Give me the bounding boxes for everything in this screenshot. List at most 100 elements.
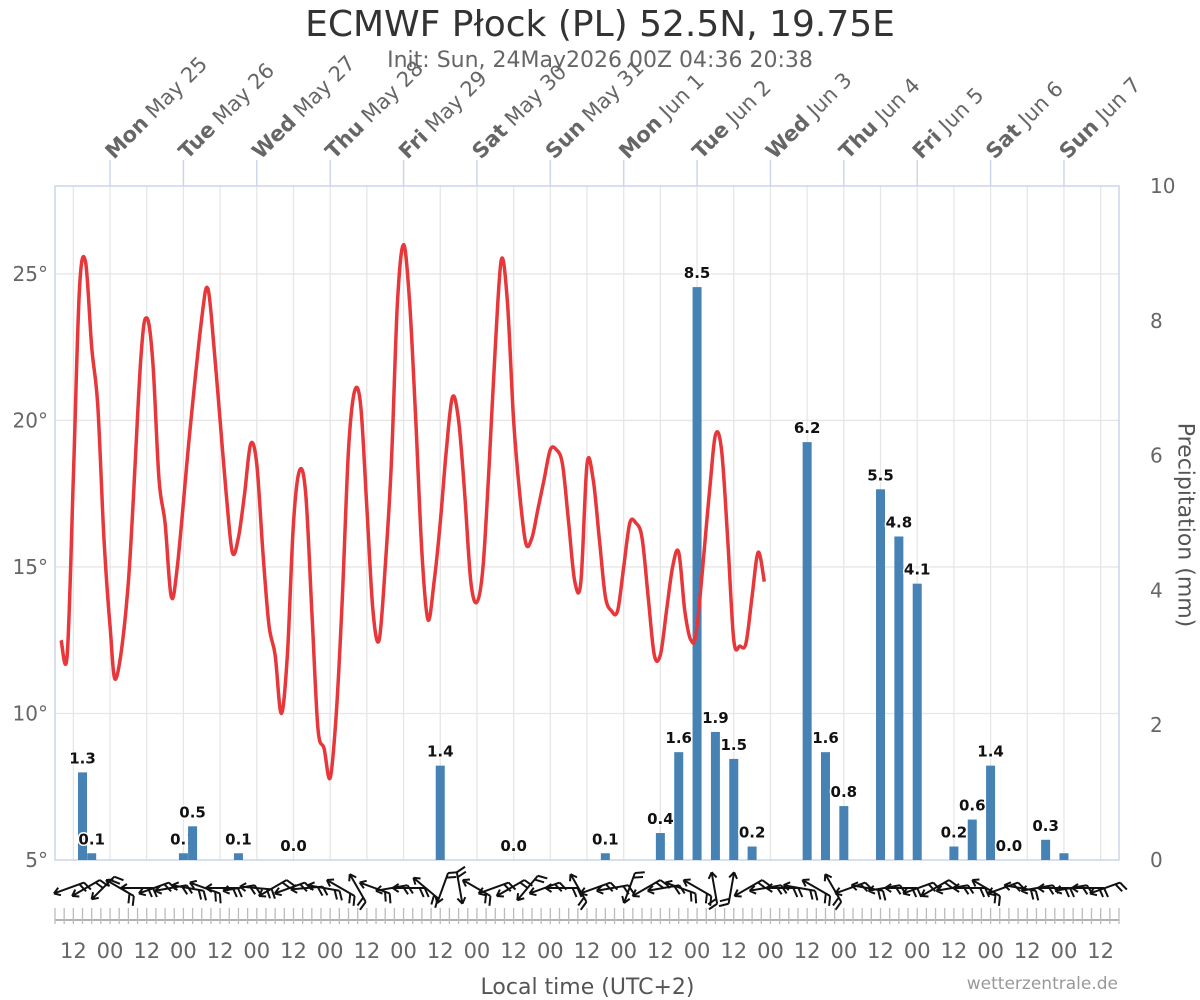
- day-label: Sat Jun 6: [981, 77, 1068, 164]
- precip-value-label: 1.6: [812, 729, 839, 747]
- credits-link[interactable]: wetterzentrale.de: [966, 974, 1118, 994]
- x-axis-tick-label: 00: [977, 939, 1004, 963]
- precip-bar: [188, 826, 198, 860]
- wind-barb: [105, 878, 135, 906]
- wind-barb-shape: [205, 883, 243, 898]
- wind-barb: [733, 879, 771, 898]
- chart-subtitle: Init: Sun, 24May2026 00Z 04:36 20:38: [387, 48, 813, 73]
- precip-bar: [1041, 839, 1051, 860]
- day-label-date: May 30: [495, 60, 571, 136]
- wind-barb-shape: [495, 879, 533, 898]
- wind-barb-shape: [516, 874, 548, 902]
- wind-barb: [748, 884, 788, 895]
- wind-barb: [579, 881, 619, 897]
- wind-barb: [528, 881, 568, 897]
- wind-barb: [154, 884, 193, 895]
- wind-barb: [850, 881, 887, 901]
- wind-barb-shape: [682, 878, 713, 906]
- wind-barb: [569, 873, 588, 911]
- wind-barb-shape: [596, 884, 635, 895]
- wind-barb-shape: [434, 871, 459, 904]
- precip-bar: [820, 752, 830, 860]
- wind-barb-shape: [392, 883, 430, 898]
- day-label-date: Jun 3: [798, 68, 857, 127]
- wind-barb-shape: [290, 884, 329, 897]
- right-axis-title: Precipitation (mm): [1172, 422, 1198, 628]
- day-label-date: Jun 5: [929, 83, 988, 142]
- wind-barb: [461, 878, 492, 906]
- right-axis-tick-label: 2: [1150, 713, 1163, 737]
- wind-barb: [348, 873, 367, 911]
- wind-barb: [765, 883, 804, 898]
- x-axis-tick-label: 00: [830, 939, 857, 963]
- wind-barb-shape: [53, 881, 92, 897]
- wind-barb: [801, 878, 832, 906]
- x-axis-tick-label: 00: [904, 939, 931, 963]
- wind-barb-shape: [1037, 883, 1075, 898]
- wind-barb: [902, 881, 941, 897]
- precip-value-label: 0.0: [280, 837, 307, 855]
- precip-bar: [949, 846, 959, 860]
- wind-barb: [1003, 881, 1040, 901]
- wind-barb: [987, 881, 1026, 897]
- precip-bar: [967, 819, 977, 860]
- x-axis-tick-label: 12: [941, 939, 968, 963]
- wind-barb-shape: [765, 883, 804, 898]
- precip-bar: [710, 731, 720, 860]
- wind-barb-shape: [664, 879, 698, 904]
- precip-bar: [802, 442, 812, 860]
- wind-barb-shape: [528, 881, 568, 897]
- wind-barb-shape: [579, 881, 619, 897]
- wind-barb-shape: [707, 871, 719, 911]
- right-axis-tick-label: 4: [1150, 578, 1163, 602]
- wind-barb: [952, 883, 991, 898]
- wind-barb: [920, 879, 958, 898]
- precip-bar: [78, 772, 88, 860]
- wind-barb: [544, 883, 583, 898]
- wind-barb-shape: [987, 881, 1026, 897]
- wind-barb-shape: [171, 881, 207, 901]
- wind-barb-shape: [867, 884, 907, 895]
- wind-barb-shape: [348, 873, 367, 911]
- day-label-date: Jun 6: [1009, 77, 1068, 136]
- wind-barb: [53, 881, 92, 897]
- wind-barb: [239, 882, 276, 900]
- wind-barb-shape: [461, 878, 492, 906]
- precip-value-label: 8.5: [684, 264, 711, 282]
- x-axis-title: Local time (UTC+2): [480, 975, 695, 1000]
- wind-barb-shape: [850, 881, 887, 901]
- plot-border: [54, 185, 1120, 861]
- x-axis-tick-label: 12: [60, 939, 87, 963]
- precip-bar: [435, 765, 445, 860]
- wind-barb-shape: [1071, 883, 1109, 898]
- x-axis-tick-label: 00: [464, 939, 491, 963]
- day-label-date: May 31: [573, 56, 649, 132]
- precip-value-label: 0.0: [996, 837, 1023, 855]
- x-axis-tick-label: 00: [317, 939, 344, 963]
- right-axis-tick-label: 6: [1150, 444, 1163, 468]
- wind-barb-shape: [834, 881, 873, 897]
- right-axis-tick-label: 10: [1150, 174, 1175, 198]
- day-label-date: Jun 1: [650, 69, 709, 128]
- day-label-date: Jun 2: [717, 75, 776, 134]
- day-label-date: Jun 7: [1086, 73, 1145, 132]
- x-axis-tick-label: 00: [243, 939, 270, 963]
- precip-value-label: 0.1: [225, 830, 252, 848]
- wind-barb-shape: [902, 881, 941, 897]
- wind-barb-shape: [884, 883, 923, 898]
- precip-bar: [87, 853, 97, 860]
- wind-barb: [434, 871, 459, 904]
- x-axis-tick-label: 00: [537, 939, 564, 963]
- precip-value-label: 0.3: [1032, 817, 1059, 835]
- precip-value-label: 0.2: [739, 824, 766, 842]
- precip-value-label: 0.0: [500, 837, 527, 855]
- precip-value-label: 0.6: [959, 797, 986, 815]
- day-label-date: Jun 4: [866, 73, 925, 132]
- precip-bar: [178, 853, 188, 860]
- wind-barb-shape: [239, 882, 276, 900]
- day-label: Sun Jun 7: [1055, 73, 1146, 164]
- wind-barb: [290, 884, 329, 897]
- wind-barb: [1071, 883, 1109, 898]
- x-axis-tick-label: 12: [133, 939, 160, 963]
